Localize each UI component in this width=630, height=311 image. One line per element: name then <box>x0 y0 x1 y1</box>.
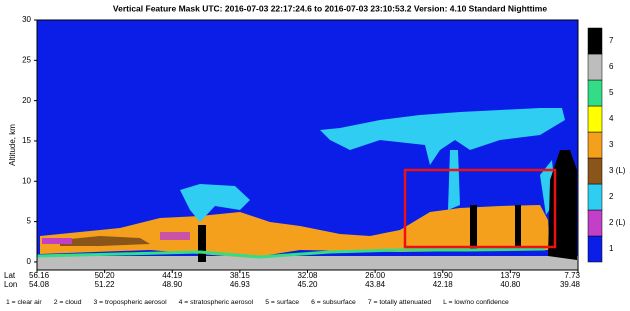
lat-row-label: Lat <box>4 271 16 280</box>
lon-label: 48.90 <box>162 280 183 289</box>
legend-item: 4 = stratospheric aerosol <box>179 299 254 306</box>
y-tick-label: 30 <box>22 15 31 24</box>
colorbar-swatch <box>588 132 602 158</box>
cloud-low-confidence <box>42 238 72 244</box>
colorbar-label: 6 <box>609 62 614 71</box>
lat-label: 13.79 <box>500 271 521 280</box>
legend-item: 1 = clear air <box>6 299 42 306</box>
lat-label: 50.20 <box>95 271 116 280</box>
colorbar-label: 2 <box>609 192 614 201</box>
colorbar-swatch <box>588 236 602 262</box>
colorbar-swatch <box>588 210 602 236</box>
lon-label: 43.84 <box>365 280 386 289</box>
colorbar-swatch <box>588 28 602 54</box>
mask-image <box>37 20 578 270</box>
legend-item: 5 = surface <box>265 299 299 306</box>
lat-label: 32.08 <box>297 271 318 280</box>
cloud-low-confidence <box>160 232 190 240</box>
colorbar-swatch <box>588 80 602 106</box>
legend-item: L = low/no confidence <box>443 299 509 306</box>
legend-item: 3 = tropospheric aerosol <box>93 299 167 306</box>
lat-label: 56.16 <box>29 271 50 280</box>
legend-item: 7 = totally attenuated <box>368 299 432 306</box>
attenuated <box>470 205 477 250</box>
lon-label: 51.22 <box>95 280 116 289</box>
attenuated <box>198 225 206 262</box>
y-tick-label: 5 <box>27 217 32 226</box>
colorbar-swatch <box>588 54 602 80</box>
y-axis-label: Altitude, km <box>8 124 17 166</box>
colorbar-label: 3 (L) <box>609 166 626 175</box>
y-tick-label: 0 <box>27 257 32 266</box>
colorbar-swatch <box>588 106 602 132</box>
lat-label: 7.73 <box>564 271 580 280</box>
chart: Vertical Feature Mask UTC: 2016-07-03 22… <box>0 0 630 311</box>
lon-label: 39.48 <box>560 280 581 289</box>
lon-label: 45.20 <box>297 280 318 289</box>
lon-label: 46.93 <box>230 280 251 289</box>
attenuated <box>515 205 521 250</box>
lat-label: 19.90 <box>433 271 454 280</box>
lon-label: 42.18 <box>433 280 454 289</box>
lon-label: 54.08 <box>29 280 50 289</box>
y-tick-label: 10 <box>22 176 31 185</box>
colorbar-label: 4 <box>609 114 614 123</box>
legend-item: 6 = subsurface <box>311 299 356 306</box>
legend-item: 2 = cloud <box>54 299 82 306</box>
y-tick-label: 15 <box>22 136 31 145</box>
colorbar-swatch <box>588 184 602 210</box>
lat-label: 26.00 <box>365 271 386 280</box>
colorbar-label: 3 <box>609 140 614 149</box>
y-tick-label: 20 <box>22 96 31 105</box>
lon-row-label: Lon <box>4 280 17 289</box>
y-tick-label: 25 <box>22 55 31 64</box>
lat-label: 44.19 <box>162 271 183 280</box>
colorbar-label: 2 (L) <box>609 218 626 227</box>
chart-title: Vertical Feature Mask UTC: 2016-07-03 22… <box>113 3 547 13</box>
cloud <box>448 150 460 210</box>
colorbar-label: 1 <box>609 244 614 253</box>
colorbar-label: 7 <box>609 36 614 45</box>
colorbar-swatch <box>588 158 602 184</box>
lat-label: 38.15 <box>230 271 251 280</box>
subsurface <box>37 256 578 270</box>
colorbar-label: 5 <box>609 88 614 97</box>
lon-label: 40.80 <box>500 280 521 289</box>
